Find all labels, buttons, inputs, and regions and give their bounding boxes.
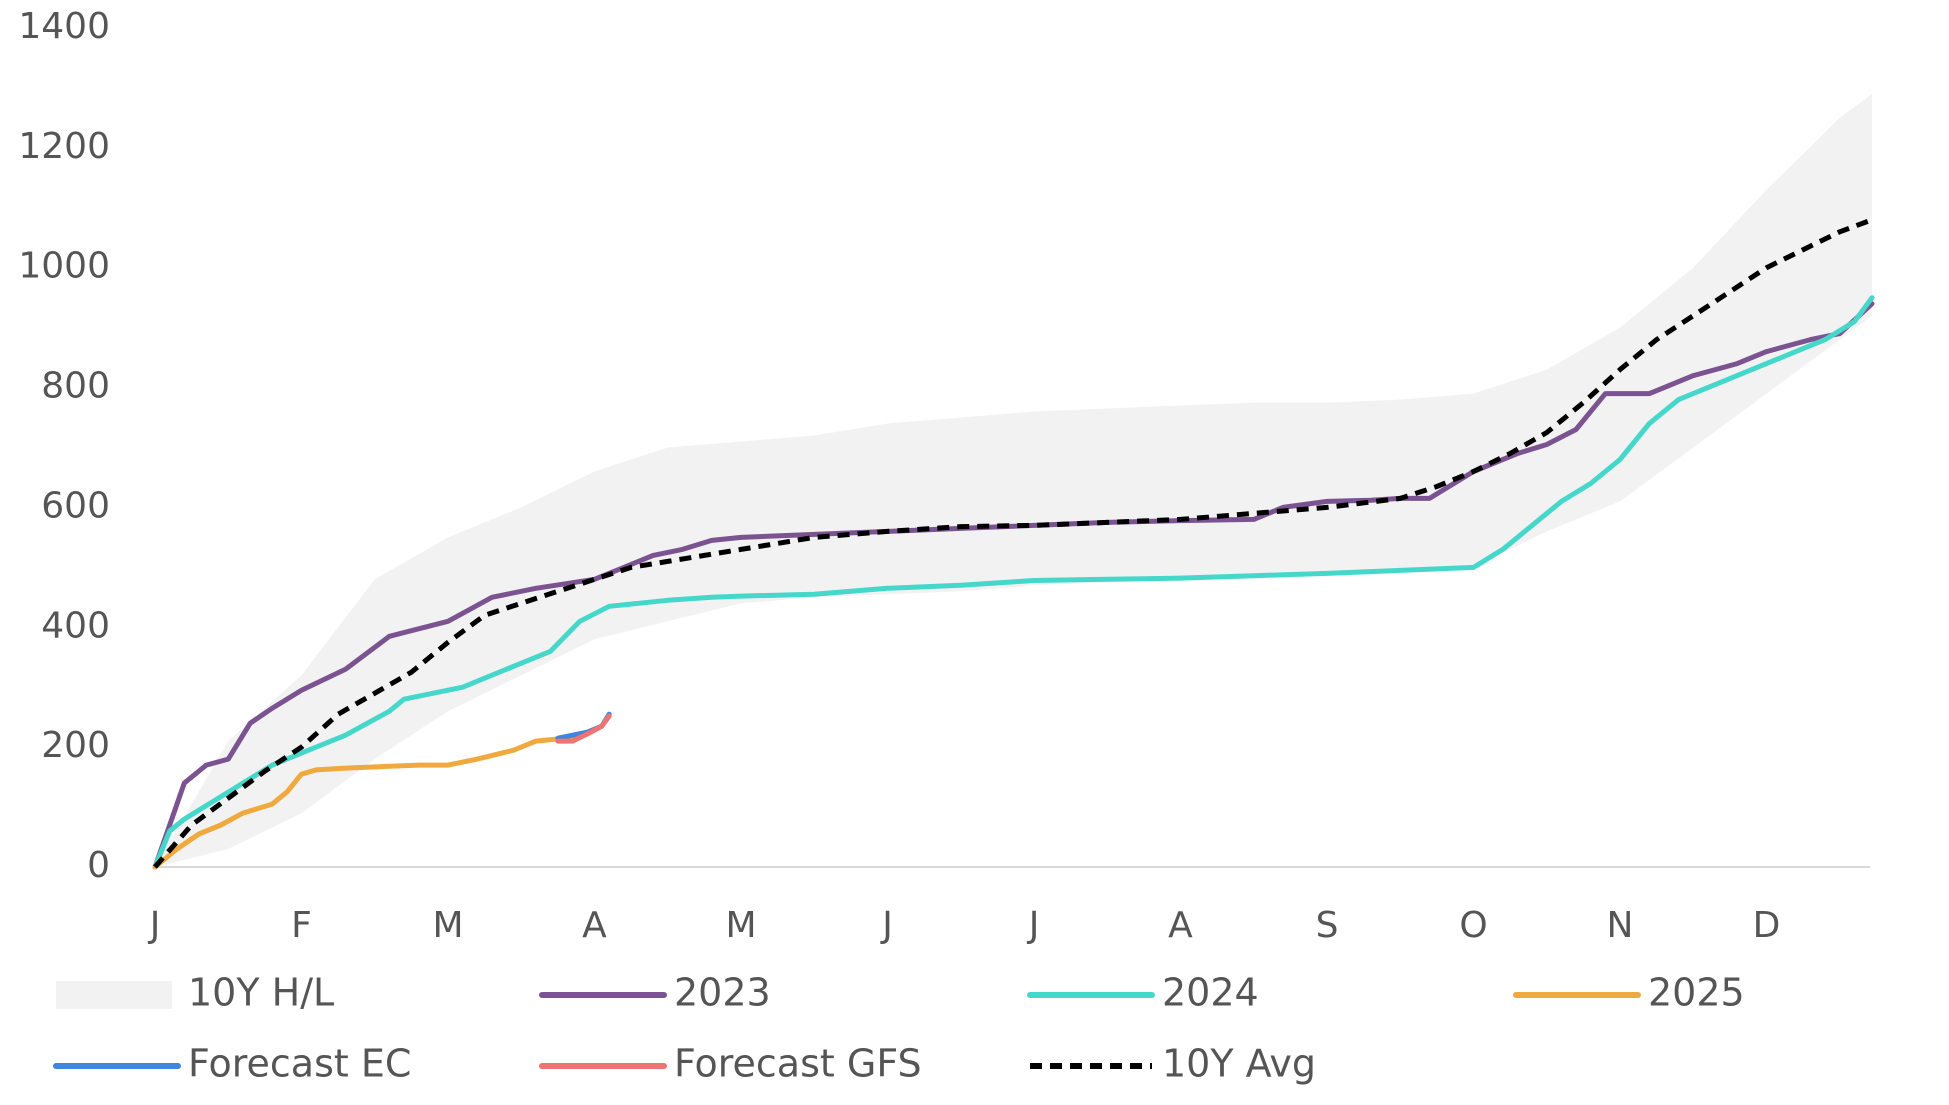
legend-swatch: [56, 981, 172, 1009]
y-tick-label: 200: [41, 725, 110, 766]
y-tick-label: 1000: [18, 246, 110, 287]
x-tick-label: A: [582, 905, 607, 946]
y-tick-label: 1200: [18, 126, 110, 167]
legend-item-2: 2024: [1027, 971, 1259, 1015]
series-line-1: [152, 295, 1875, 870]
series-line-4: [555, 713, 612, 744]
legend-item-3: 2025: [1513, 971, 1745, 1015]
x-tick-label: J: [1027, 905, 1040, 946]
y-tick-label: 600: [41, 485, 110, 526]
y-tick-label: 800: [41, 366, 110, 407]
legend-item-0: 10Y H/L: [56, 971, 334, 1015]
legend-label: 10Y H/L: [188, 971, 334, 1015]
legend-label: 2025: [1648, 971, 1745, 1015]
series-layer: [152, 217, 1875, 870]
legend-label: Forecast EC: [188, 1042, 411, 1086]
band-area: [155, 93, 1872, 867]
x-tick-label: O: [1459, 905, 1487, 946]
x-tick-label: J: [880, 905, 893, 946]
x-tick-label: A: [1168, 905, 1193, 946]
legend-item-5: Forecast GFS: [539, 1042, 922, 1086]
legend-label: Forecast GFS: [674, 1042, 922, 1086]
legend-item-1: 2023: [539, 971, 771, 1015]
plot-area: [152, 93, 1875, 870]
legend-label: 10Y Avg: [1162, 1042, 1316, 1086]
legend-label: 2023: [674, 971, 771, 1015]
y-tick-label: 400: [41, 605, 110, 646]
y-tick-label: 1400: [18, 6, 110, 47]
x-tick-label: F: [291, 905, 312, 946]
y-tick-label: 0: [87, 845, 110, 886]
x-tick-label: M: [725, 905, 756, 946]
x-tick-label: D: [1753, 905, 1781, 946]
legend-label: 2024: [1162, 971, 1259, 1015]
series-line-5: [153, 217, 1873, 869]
x-tick-label: J: [148, 905, 161, 946]
y-axis: 0 200 400 600 800 1000 1200 1400: [18, 6, 110, 886]
x-tick-label: S: [1316, 905, 1339, 946]
x-tick-label: M: [432, 905, 463, 946]
x-tick-label: N: [1607, 905, 1634, 946]
legend-item-4: Forecast EC: [53, 1042, 411, 1086]
legend: 10Y H/L 2023 2024 2025 Forecast EC Forecast G…: [53, 971, 1745, 1086]
legend-item-6: 10Y Avg: [1030, 1042, 1316, 1086]
series-line-2: [152, 733, 583, 870]
